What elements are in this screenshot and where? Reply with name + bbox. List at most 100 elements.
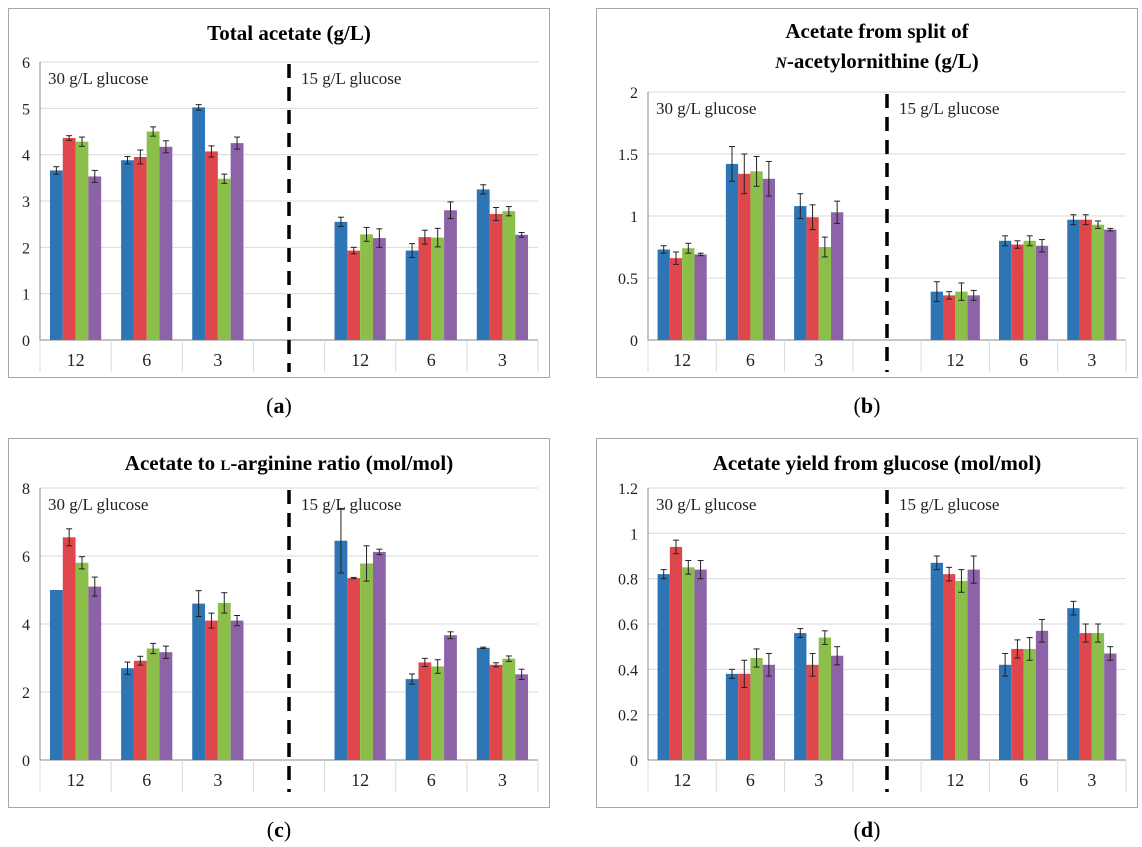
bar: [818, 637, 832, 760]
bar: [192, 107, 206, 340]
bar: [1035, 630, 1049, 760]
bar: [682, 567, 695, 760]
bar: [133, 660, 147, 760]
bar: [806, 217, 819, 340]
bar: [502, 211, 516, 340]
bar: [794, 633, 807, 760]
panel-label-b: (b): [853, 393, 881, 418]
chart-c-svg: Acetate to L-arginine ratio (mol/mol) 0 2 4…: [8, 438, 550, 808]
bar: [360, 563, 373, 760]
bar: [694, 569, 707, 760]
chart-title-line2: N-acetylornithine (g/L): [774, 49, 978, 73]
y-tick-label: 5: [22, 101, 30, 118]
group-label-30: 30 g/L glucose: [48, 495, 148, 514]
bar: [750, 658, 763, 760]
bar: [347, 578, 361, 760]
bar: [347, 250, 361, 340]
bar: [1079, 219, 1092, 340]
bar: [334, 540, 348, 760]
bar: [738, 173, 751, 340]
bar: [657, 574, 670, 760]
bar: [62, 537, 76, 760]
bar: [1104, 229, 1117, 340]
x-tick-label: 3: [213, 770, 222, 790]
y-tick-label: 1: [22, 287, 30, 304]
panel-label-c: (c): [266, 817, 292, 842]
y-tick-label: 0: [630, 753, 638, 770]
x-tick-label: 12: [673, 350, 691, 370]
bar: [431, 666, 445, 760]
x-tick-label: 3: [498, 770, 507, 790]
x-tick-label: 6: [142, 350, 151, 370]
x-tick-label: 6: [427, 350, 436, 370]
y-tick-label: 2: [22, 685, 30, 702]
x-tick-label: 12: [946, 350, 964, 370]
bar: [1104, 653, 1117, 760]
y-tick-label: 1.5: [618, 147, 638, 164]
bar: [515, 674, 529, 760]
bar: [657, 249, 670, 340]
y-tick-label: 0.5: [618, 271, 638, 288]
x-tick-label: 12: [673, 770, 691, 790]
bar: [930, 562, 943, 760]
bar: [955, 580, 968, 760]
bar: [217, 602, 231, 760]
bar: [1091, 224, 1105, 340]
chart-title: Acetate yield from glucose (mol/mol): [713, 451, 1042, 475]
chart-panel-d: Acetate yield from glucose (mol/mol) 0 0.2…: [596, 438, 1138, 808]
bar: [88, 176, 102, 340]
bar: [360, 234, 373, 340]
x-tick-label: 6: [746, 770, 755, 790]
bar: [230, 620, 244, 760]
chart-panel-a: Total acetate (g/L) 0 1 2 3 4 5 6 12 6 3 12 6 3 30 g/L…: [8, 8, 550, 378]
bar: [750, 171, 763, 340]
bar: [1023, 648, 1036, 760]
bar: [1011, 244, 1024, 340]
bar: [1067, 608, 1080, 760]
group-label-15: 15 g/L glucose: [301, 495, 401, 514]
bar: [967, 569, 980, 760]
bar: [133, 156, 147, 340]
bar: [372, 238, 386, 340]
bar: [502, 658, 516, 760]
bar: [372, 551, 386, 760]
group-label-15: 15 g/L glucose: [899, 495, 999, 514]
x-tick-label: 12: [946, 770, 964, 790]
bar: [806, 664, 819, 760]
bar: [205, 620, 218, 760]
y-tick-label: 2: [22, 240, 30, 257]
group-label-30: 30 g/L glucose: [656, 99, 756, 118]
bar: [831, 655, 844, 760]
bar: [831, 212, 844, 340]
bar: [444, 210, 457, 340]
bar: [818, 247, 832, 340]
bar: [62, 137, 76, 340]
bar: [1079, 633, 1092, 760]
bar: [146, 131, 160, 340]
chart-title: Acetate to L-arginine ratio (mol/mol): [125, 451, 453, 475]
bar: [476, 189, 490, 340]
x-tick-label: 6: [427, 770, 436, 790]
bar: [930, 291, 943, 340]
panel-label-d: (d): [853, 817, 881, 842]
bar: [159, 146, 173, 340]
bar: [49, 590, 63, 760]
bar: [405, 250, 419, 340]
bar: [794, 206, 807, 340]
bar: [515, 234, 529, 340]
chart-b-svg: Acetate from split of N-acetylornithine (…: [596, 8, 1138, 378]
bar: [159, 652, 173, 760]
bar: [967, 295, 980, 340]
bar: [146, 648, 160, 760]
chart-panel-b: Acetate from split of N-acetylornithine (…: [596, 8, 1138, 378]
y-tick-label: 4: [22, 617, 30, 634]
x-tick-label: 3: [814, 350, 823, 370]
bar: [1067, 219, 1080, 340]
x-tick-label: 6: [1019, 770, 1028, 790]
bar: [998, 664, 1012, 760]
bar: [669, 258, 683, 340]
bar: [998, 240, 1012, 340]
x-tick-label: 3: [1087, 770, 1096, 790]
y-tick-label: 0.8: [618, 572, 638, 589]
